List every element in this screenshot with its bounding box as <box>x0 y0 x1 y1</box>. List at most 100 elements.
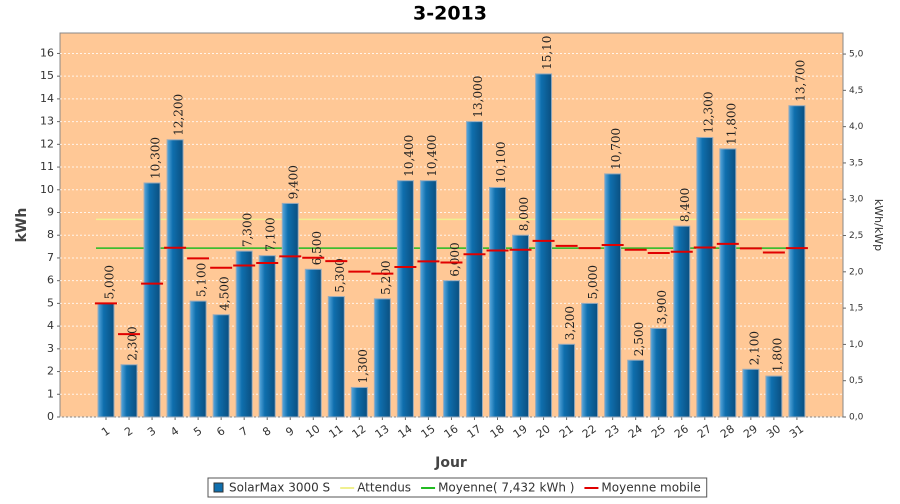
bar <box>120 364 138 418</box>
bar <box>97 302 115 418</box>
y-tick-label: 9 <box>47 206 54 219</box>
data-label: 5,000 <box>586 265 600 299</box>
bar <box>189 300 207 418</box>
x-tick-label: 27 <box>695 422 714 441</box>
y2-tick-label: 1,0 <box>849 340 864 350</box>
x-tick-label: 6 <box>214 424 227 439</box>
bar <box>765 375 783 418</box>
bar <box>350 386 368 418</box>
x-tick-label: 10 <box>304 422 323 441</box>
data-label: 13,700 <box>793 60 807 102</box>
chart-title: 3-2013 <box>413 3 487 25</box>
x-tick-label: 17 <box>465 422 484 441</box>
x-tick-label: 16 <box>442 422 461 441</box>
data-label: 10,700 <box>609 128 623 170</box>
y-tick-label: 8 <box>47 228 54 241</box>
x-tick-label: 2 <box>122 424 135 439</box>
bar <box>627 359 645 418</box>
x-tick-label: 15 <box>419 422 438 441</box>
bar <box>788 105 806 418</box>
data-label: 3,900 <box>655 290 669 324</box>
y-tick-label: 15 <box>40 69 54 82</box>
bar <box>673 225 691 418</box>
x-tick-label: 9 <box>283 424 296 439</box>
y-tick-label: 5 <box>47 296 54 309</box>
y-tick-label: 13 <box>40 115 54 128</box>
legend-label: SolarMax 3000 S <box>229 481 330 495</box>
bar <box>512 234 530 418</box>
y-tick-label: 3 <box>47 342 54 355</box>
data-label: 6,000 <box>448 242 462 276</box>
x-tick-label: 11 <box>327 422 346 441</box>
data-label: 5,000 <box>103 265 117 299</box>
data-label: 10,400 <box>402 135 416 177</box>
y2-tick-label: 5,0 <box>849 50 864 60</box>
y2-tick-label: 1,5 <box>849 304 863 314</box>
legend-label: Moyenne mobile <box>601 481 700 495</box>
x-tick-label: 18 <box>488 422 507 441</box>
data-label: 10,300 <box>149 137 163 179</box>
bar <box>281 202 299 418</box>
bar <box>327 296 345 418</box>
x-tick-label: 1 <box>99 424 112 439</box>
legend-swatch <box>213 482 224 493</box>
x-tick-label: 26 <box>672 422 691 441</box>
data-label: 6,500 <box>310 231 324 265</box>
x-tick-label: 31 <box>787 422 806 441</box>
x-tick-label: 12 <box>350 422 369 441</box>
data-label: 11,800 <box>724 103 738 145</box>
data-label: 5,200 <box>379 260 393 294</box>
bar <box>558 343 576 418</box>
data-label: 8,400 <box>678 188 692 222</box>
y2-axis-title: kWh/kWp <box>872 199 885 251</box>
data-label: 12,300 <box>701 92 715 134</box>
y-tick-label: 0 <box>47 410 54 423</box>
y2-tick-label: 4,5 <box>849 86 863 96</box>
bar <box>581 302 599 418</box>
x-tick-label: 7 <box>237 424 250 439</box>
x-tick-label: 30 <box>764 422 783 441</box>
data-label: 3,200 <box>563 306 577 340</box>
y-tick-label: 14 <box>40 92 54 105</box>
y-tick-label: 4 <box>47 319 54 332</box>
bar <box>304 268 322 418</box>
bar <box>696 137 714 418</box>
data-label: 2,300 <box>126 326 140 360</box>
bar <box>442 280 460 418</box>
bar <box>143 182 161 418</box>
data-label: 10,400 <box>425 135 439 177</box>
legend-label: Moyenne( 7,432 kWh ) <box>438 481 574 495</box>
y2-tick-label: 2,5 <box>849 231 863 241</box>
legend: SolarMax 3000 S Attendus Moyenne( 7,432 kW… <box>207 477 708 498</box>
x-tick-label: 3 <box>145 424 158 439</box>
x-axis-title: Jour <box>434 455 467 471</box>
x-tick-label: 19 <box>511 422 530 441</box>
x-tick-label: 8 <box>260 424 273 439</box>
y-tick-label: 2 <box>47 365 54 378</box>
data-label: 13,000 <box>471 76 485 118</box>
data-label: 8,000 <box>517 197 531 231</box>
bar <box>719 148 737 418</box>
y-tick-label: 7 <box>47 251 54 264</box>
x-tick-label: 20 <box>534 422 553 441</box>
x-tick-label: 24 <box>626 422 645 441</box>
y-tick-label: 12 <box>40 137 54 150</box>
bar <box>396 180 414 418</box>
bar <box>742 368 760 418</box>
x-tick-label: 23 <box>603 422 622 441</box>
bar <box>465 121 483 418</box>
y2-tick-label: 0,0 <box>849 413 864 423</box>
bar <box>166 139 184 418</box>
bar <box>489 187 507 418</box>
bar <box>419 180 437 418</box>
bar <box>373 298 391 418</box>
bar <box>212 314 230 418</box>
x-tick-label: 4 <box>168 424 181 439</box>
data-label: 5,100 <box>195 263 209 297</box>
x-tick-label: 22 <box>580 422 599 441</box>
x-tick-label: 25 <box>649 422 668 441</box>
legend-label: Attendus <box>357 481 411 495</box>
x-tick-label: 28 <box>718 422 737 441</box>
bar <box>258 255 276 418</box>
